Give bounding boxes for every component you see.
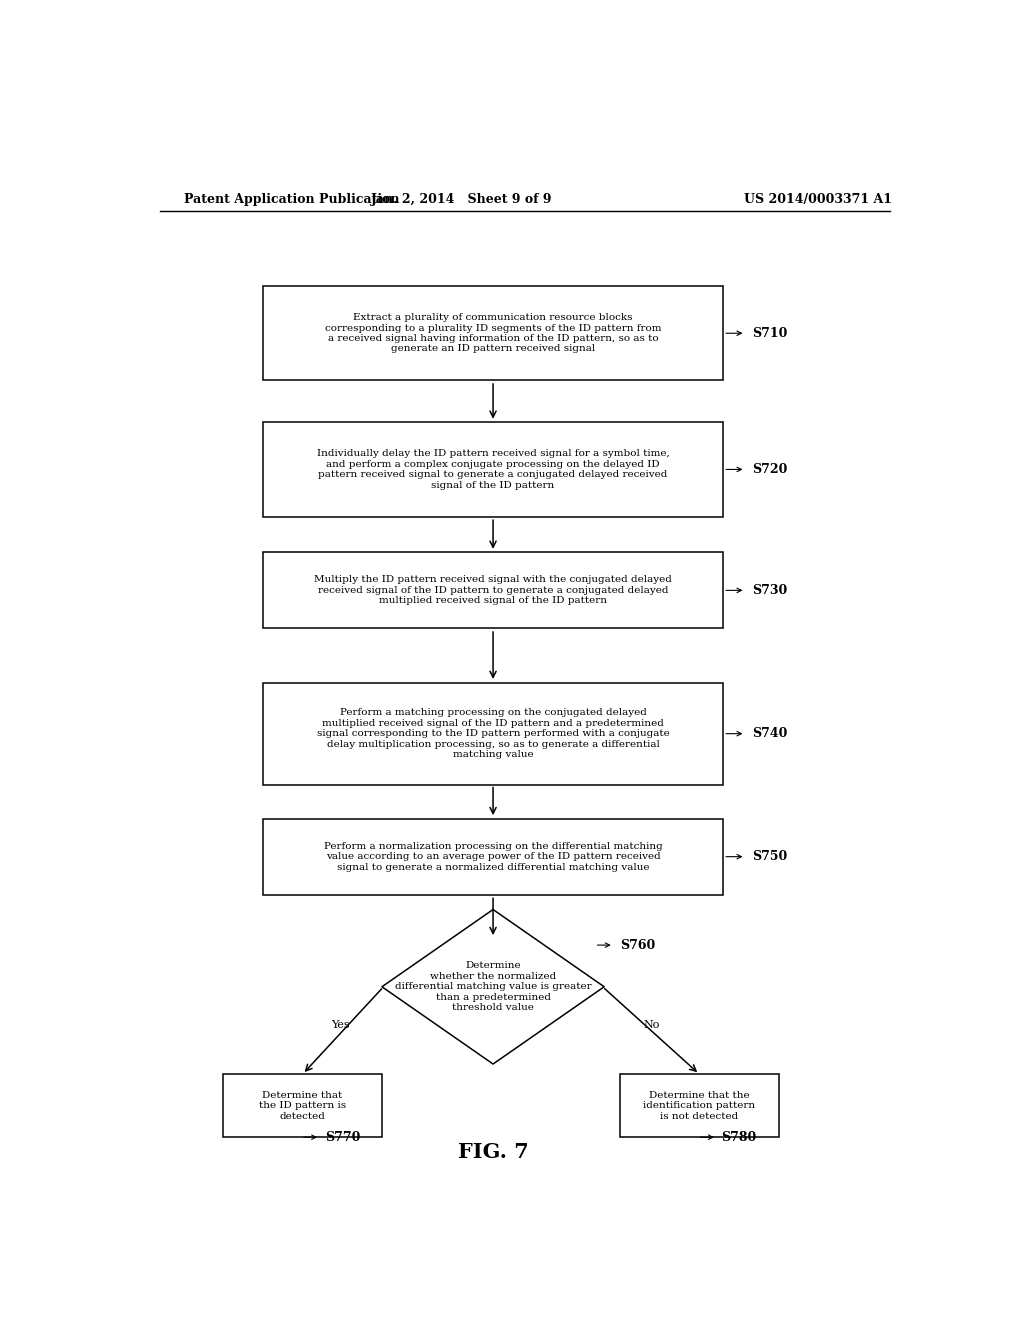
FancyBboxPatch shape <box>223 1074 382 1138</box>
Text: Perform a matching processing on the conjugated delayed
multiplied received sign: Perform a matching processing on the con… <box>316 709 670 759</box>
Text: Jan. 2, 2014   Sheet 9 of 9: Jan. 2, 2014 Sheet 9 of 9 <box>371 193 552 206</box>
Text: S730: S730 <box>753 583 787 597</box>
Text: S750: S750 <box>753 850 787 863</box>
Text: S760: S760 <box>620 939 655 952</box>
Text: Patent Application Publication: Patent Application Publication <box>183 193 399 206</box>
Text: S710: S710 <box>753 327 787 339</box>
Text: Determine that the
identification pattern
is not detected: Determine that the identification patter… <box>643 1090 756 1121</box>
Text: No: No <box>644 1020 659 1031</box>
Text: US 2014/0003371 A1: US 2014/0003371 A1 <box>744 193 893 206</box>
Text: Perform a normalization processing on the differential matching
value according : Perform a normalization processing on th… <box>324 842 663 871</box>
Text: S780: S780 <box>722 1131 757 1143</box>
Text: Determine that
the ID pattern is
detected: Determine that the ID pattern is detecte… <box>259 1090 346 1121</box>
FancyBboxPatch shape <box>263 682 723 784</box>
FancyBboxPatch shape <box>620 1074 779 1138</box>
Text: Yes: Yes <box>332 1020 350 1031</box>
Text: Multiply the ID pattern received signal with the conjugated delayed
received sig: Multiply the ID pattern received signal … <box>314 576 672 606</box>
Text: S740: S740 <box>753 727 787 741</box>
FancyBboxPatch shape <box>263 422 723 516</box>
Text: Individually delay the ID pattern received signal for a symbol time,
and perform: Individually delay the ID pattern receiv… <box>316 449 670 490</box>
FancyBboxPatch shape <box>263 818 723 895</box>
Text: Determine
whether the normalized
differential matching value is greater
than a p: Determine whether the normalized differe… <box>394 961 592 1012</box>
Text: FIG. 7: FIG. 7 <box>458 1142 528 1162</box>
FancyBboxPatch shape <box>263 286 723 380</box>
FancyBboxPatch shape <box>263 552 723 628</box>
Text: S770: S770 <box>325 1131 360 1143</box>
Text: S720: S720 <box>753 463 787 477</box>
Text: Extract a plurality of communication resource blocks
corresponding to a pluralit: Extract a plurality of communication res… <box>325 313 662 354</box>
